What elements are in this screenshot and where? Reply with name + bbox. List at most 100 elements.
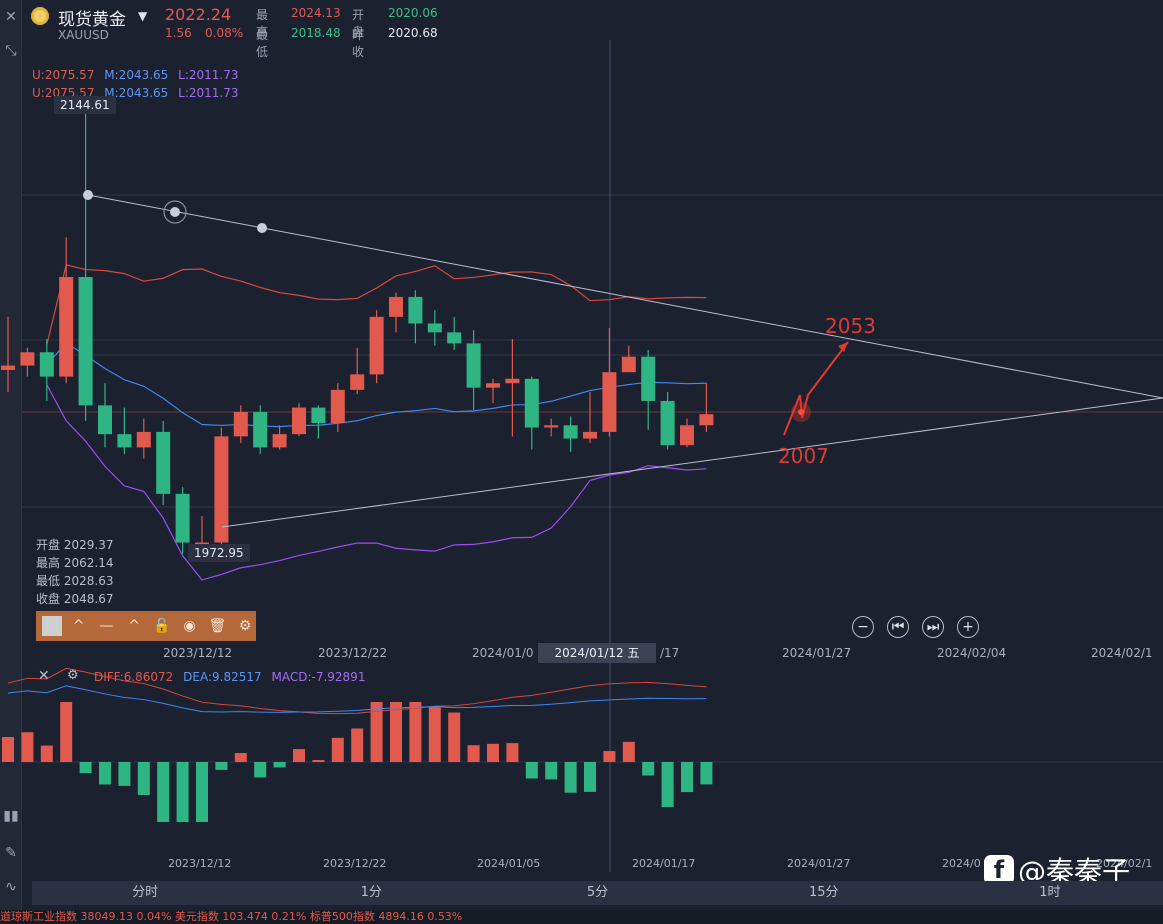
instrument-symbol: XAUUSD bbox=[58, 28, 109, 42]
candle-body bbox=[583, 431, 597, 439]
macd-bar bbox=[60, 702, 73, 762]
lock-icon[interactable]: 🔓 bbox=[153, 618, 171, 634]
candle-info-high: 最高 2062.14 bbox=[36, 556, 114, 570]
x-tick: 2024/02/04 bbox=[937, 646, 1007, 660]
indicator-icon[interactable]: ∿ bbox=[5, 879, 17, 895]
macd-bar bbox=[370, 702, 383, 762]
x-tick: 2023/12/12 bbox=[163, 646, 233, 660]
macd-chart[interactable] bbox=[0, 662, 1163, 878]
candle-body bbox=[117, 434, 132, 448]
macd-close-icon[interactable]: ✕ bbox=[38, 668, 50, 684]
middle-band bbox=[46, 342, 707, 428]
low-price-tag: 1972.95 bbox=[188, 544, 250, 562]
x-tick: 2023/12/22 bbox=[318, 646, 388, 660]
last-price: 2022.24 bbox=[165, 5, 232, 24]
facebook-logo-icon: f bbox=[984, 855, 1014, 885]
line-chevron-icon[interactable]: ^ bbox=[128, 618, 140, 634]
color-swatch[interactable] bbox=[42, 616, 62, 636]
instrument-name[interactable]: 现货黄金 bbox=[58, 10, 126, 30]
draw-pen-icon[interactable]: ✎ bbox=[5, 845, 17, 861]
macd-bar bbox=[312, 760, 325, 762]
bollinger-bands bbox=[46, 264, 707, 581]
gridlines bbox=[22, 40, 1163, 660]
arrow-head bbox=[838, 342, 848, 352]
macd-histogram bbox=[2, 702, 713, 822]
period-tab-timeshare[interactable]: 分时 bbox=[132, 885, 159, 900]
high-value: 2024.13 bbox=[291, 6, 341, 20]
scroll-end-button[interactable]: ⏭ bbox=[922, 616, 944, 638]
candles-icon[interactable]: ▮▮ bbox=[3, 808, 19, 824]
candles bbox=[1, 111, 714, 554]
macd-bar bbox=[137, 762, 150, 795]
trendline-handle bbox=[83, 190, 93, 200]
trash-icon[interactable]: 🗑 bbox=[208, 618, 227, 634]
candle-body bbox=[544, 425, 559, 428]
macd-diff: DIFF:6.86072 bbox=[94, 670, 174, 684]
macd-legend: DIFF:6.86072 DEA:9.82517 MACD:-7.92891 bbox=[94, 670, 365, 684]
upper-trendline bbox=[87, 194, 1163, 399]
candle-body bbox=[136, 431, 151, 448]
close-icon[interactable]: ✕ bbox=[5, 9, 17, 25]
period-selector: 分时 1分 5分 15分 1时 bbox=[32, 881, 1163, 905]
upper-band bbox=[46, 264, 707, 346]
scroll-start-button[interactable]: ⏮ bbox=[887, 616, 909, 638]
diff-line bbox=[7, 667, 707, 715]
trendline-handle bbox=[257, 223, 267, 233]
price-chart[interactable] bbox=[0, 0, 1163, 660]
x-tick-lower: 2023/12/22 bbox=[323, 857, 387, 870]
color-chevron-icon[interactable]: ^ bbox=[72, 618, 85, 634]
x-tick-lower: 2024/01/17 bbox=[632, 857, 696, 870]
candle-body bbox=[195, 542, 209, 545]
boll-lower-2: L:2011.73 bbox=[178, 86, 239, 100]
macd-bar bbox=[700, 762, 713, 785]
macd-bar bbox=[273, 762, 286, 768]
candle-body bbox=[39, 352, 54, 377]
macd-bar bbox=[487, 743, 499, 762]
high-label: 最高 bbox=[256, 8, 269, 39]
macd-bar bbox=[661, 762, 674, 808]
zoom-in-button[interactable]: + bbox=[957, 616, 979, 638]
collapse-icon[interactable]: ⤡ bbox=[5, 43, 17, 59]
x-tick: /17 bbox=[660, 646, 680, 660]
macd-bar bbox=[428, 706, 441, 762]
candle-body bbox=[78, 277, 93, 406]
macd-bar bbox=[234, 753, 247, 762]
macd-bar bbox=[467, 745, 480, 762]
period-tab-5m[interactable]: 5分 bbox=[586, 885, 609, 900]
period-tab-1h[interactable]: 1时 bbox=[1039, 885, 1061, 900]
macd-bar bbox=[40, 745, 53, 762]
candle-body bbox=[59, 277, 74, 377]
market-ticker[interactable]: 道琼斯工业指数 38049.13 0.04% 美元指数 103.474 0.21… bbox=[0, 910, 1163, 924]
settings-icon[interactable]: ⚙ bbox=[238, 618, 252, 634]
eye-icon[interactable]: ◉ bbox=[183, 618, 196, 634]
chevron-down-icon[interactable]: ▼ bbox=[138, 9, 148, 23]
macd-settings-icon[interactable]: ⚙ bbox=[67, 668, 79, 683]
boll-mid-1: M:2043.65 bbox=[104, 68, 169, 82]
forecast-arrow bbox=[783, 341, 849, 436]
candle-body bbox=[486, 383, 500, 388]
macd-bar bbox=[2, 737, 14, 762]
macd-bar bbox=[506, 743, 519, 762]
macd-bar bbox=[448, 712, 461, 762]
macd-bar bbox=[118, 762, 131, 786]
candle-body bbox=[427, 323, 442, 333]
x-tick: 2024/02/1 bbox=[1091, 646, 1153, 660]
macd-bar bbox=[584, 762, 596, 792]
line-style-icon[interactable]: — bbox=[99, 618, 114, 634]
macd-bar bbox=[390, 702, 402, 762]
period-tab-15m[interactable]: 15分 bbox=[808, 885, 839, 900]
lower-trendline bbox=[221, 397, 1163, 528]
prev-close-value: 2020.68 bbox=[388, 26, 438, 40]
prev-close-label: 昨收 bbox=[352, 28, 365, 59]
candle-body bbox=[563, 425, 578, 439]
macd-bar bbox=[79, 762, 92, 774]
period-tab-1m[interactable]: 1分 bbox=[360, 885, 382, 900]
candle-body bbox=[408, 296, 423, 324]
candle-body bbox=[175, 493, 190, 543]
current-price-dot bbox=[798, 409, 804, 415]
candle-body bbox=[311, 407, 326, 424]
candle-body bbox=[350, 374, 365, 390]
macd-bar bbox=[351, 728, 364, 762]
zoom-out-button[interactable]: − bbox=[852, 616, 874, 638]
price-change-pct: 0.08% bbox=[205, 26, 244, 40]
